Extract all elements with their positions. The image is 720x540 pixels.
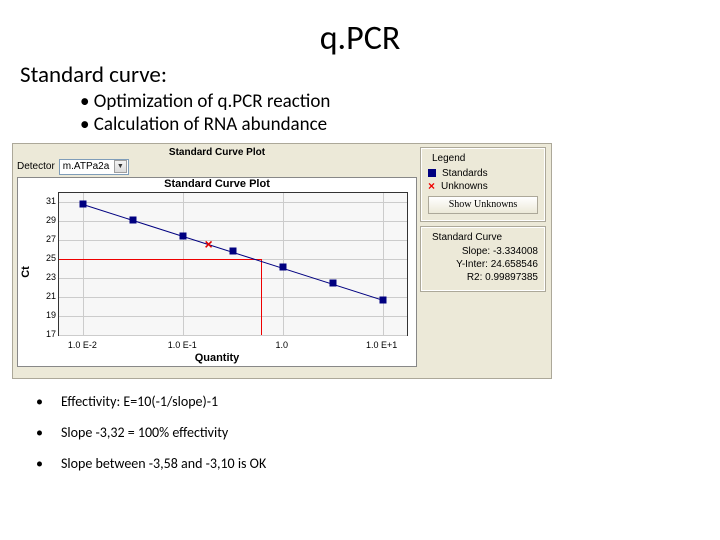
detector-dropdown[interactable]: m.ATPa2a ▼ (59, 159, 129, 175)
bottom-bullet: Slope -3,32 = 100% effectivity (36, 424, 700, 441)
standard-point (80, 200, 87, 207)
x-tick: 1.0 E-2 (68, 340, 97, 350)
sub-bullet-list: Optimization of q.PCR reaction Calculati… (80, 91, 700, 137)
unknown-point: × (205, 236, 213, 252)
stat-yint: Y-Inter: 24.658546 (428, 258, 538, 271)
bottom-bullet-list: Effectivity: E=10(-1/slope)-1 Slope -3,3… (36, 393, 700, 472)
y-axis-label: Ct (20, 266, 32, 278)
legend-title: Legend (430, 153, 467, 164)
slide-title: q.PCR (20, 18, 700, 59)
stats-fieldset: Standard Curve Slope: -3.334008 Y-Inter:… (421, 227, 545, 291)
sub-bullet: Optimization of q.PCR reaction (80, 91, 700, 114)
standard-curve-panel: Standard Curve Plot Detector m.ATPa2a ▼ … (12, 143, 552, 379)
detector-label: Detector (17, 161, 55, 172)
bottom-bullet: Slope between -3,58 and -3,10 is OK (36, 455, 700, 472)
chevron-down-icon: ▼ (114, 160, 127, 173)
y-tick: 25 (46, 253, 56, 263)
standard-point (180, 233, 187, 240)
x-tick: 1.0 E+1 (366, 340, 397, 350)
x-tick: 1.0 (275, 340, 288, 350)
y-tick: 19 (46, 310, 56, 320)
y-tick: 23 (46, 272, 56, 282)
panel-caption: Standard Curve Plot (17, 147, 417, 158)
x-tick: 1.0 E-1 (168, 340, 197, 350)
standard-point (279, 264, 286, 271)
y-tick: 21 (46, 291, 56, 301)
stat-slope: Slope: -3.334008 (428, 245, 538, 258)
y-tick: 29 (46, 215, 56, 225)
sub-bullet: Calculation of RNA abundance (80, 114, 700, 137)
square-icon (428, 169, 436, 177)
legend-item-unknowns: × Unknowns (428, 181, 538, 192)
y-tick: 17 (46, 329, 56, 339)
x-axis-label: Quantity (18, 352, 416, 364)
slide-subtitle: Standard curve: (20, 61, 700, 89)
y-tick: 27 (46, 234, 56, 244)
stats-title: Standard Curve (430, 232, 504, 243)
stat-r2: R2: 0.99897385 (428, 271, 538, 284)
standard-point (230, 248, 237, 255)
legend-item-standards: Standards (428, 168, 538, 179)
x-mark-icon: × (428, 182, 435, 190)
show-unknowns-button[interactable]: Show Unknowns (428, 196, 538, 214)
standard-point (329, 280, 336, 287)
chart-title: Standard Curve Plot (18, 178, 416, 190)
y-tick: 31 (46, 196, 56, 206)
legend-fieldset: Legend Standards × Unknowns Show Unknown… (421, 148, 545, 221)
standard-point (379, 296, 386, 303)
plot-area: × (58, 192, 408, 336)
chart-container: Standard Curve Plot Ct Quantity × 17 19 21… (17, 177, 417, 367)
standard-point (130, 217, 137, 224)
detector-value: m.ATPa2a (63, 161, 110, 172)
bottom-bullet: Effectivity: E=10(-1/slope)-1 (36, 393, 700, 410)
